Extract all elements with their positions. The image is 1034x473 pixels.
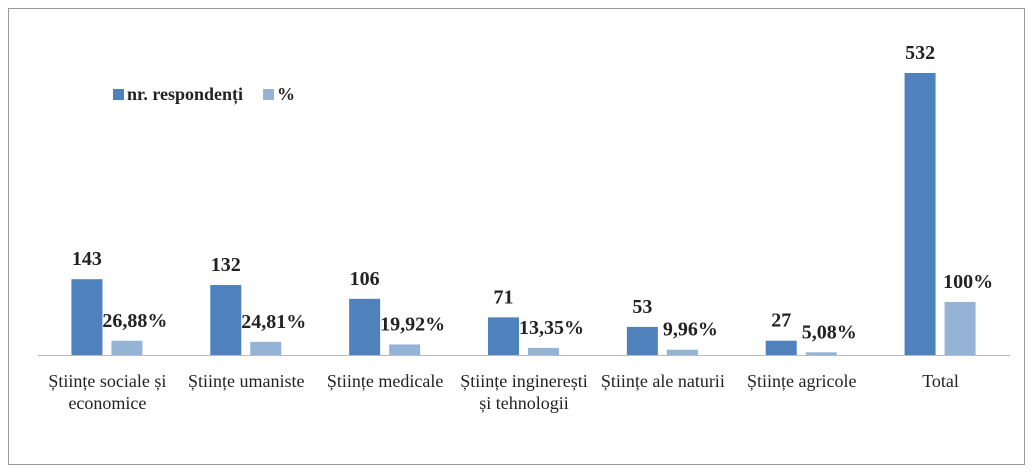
data-label: 53 xyxy=(632,296,652,318)
data-label: 132 xyxy=(211,254,241,276)
bar xyxy=(488,317,519,355)
frame xyxy=(8,8,1025,465)
bar xyxy=(210,285,242,355)
bar xyxy=(71,279,103,355)
data-label: 9,96% xyxy=(663,319,718,341)
bar xyxy=(528,347,559,355)
data-label: 71 xyxy=(494,286,514,308)
data-label: 5,08% xyxy=(802,321,857,343)
x-tick-label: Total xyxy=(922,371,959,391)
bar xyxy=(666,349,698,355)
data-label: 13,35% xyxy=(519,317,584,339)
data-label: 26,88% xyxy=(102,310,167,332)
data-label: 106 xyxy=(350,268,380,290)
data-label: 143 xyxy=(72,248,102,270)
bar xyxy=(805,352,837,355)
x-tick-label: Științe sociale și economice xyxy=(48,371,167,413)
bar xyxy=(349,298,381,355)
bar xyxy=(626,326,658,355)
bar xyxy=(904,73,936,355)
data-label: 100% xyxy=(943,271,993,293)
x-tick-label: Științe inginerești și tehnologii xyxy=(460,371,588,413)
legend-label: nr. respondenți xyxy=(127,84,243,105)
data-label: 27 xyxy=(771,310,791,332)
bar xyxy=(111,340,143,355)
legend-label: % xyxy=(277,84,295,104)
x-tick-label: Științe ale naturii xyxy=(600,371,725,391)
data-label: 532 xyxy=(905,42,935,64)
data-label: 24,81% xyxy=(241,311,306,333)
bar xyxy=(944,301,976,355)
bar xyxy=(250,341,282,355)
data-label: 19,92% xyxy=(380,313,445,335)
legend-swatch xyxy=(263,89,275,100)
x-tick-label: Științe medicale xyxy=(326,371,444,391)
bar xyxy=(389,344,421,355)
legend-swatch xyxy=(113,89,124,100)
bar xyxy=(765,340,797,355)
x-tick-label: Științe umaniste xyxy=(188,371,305,391)
x-tick-label: Științe agricole xyxy=(746,371,857,391)
